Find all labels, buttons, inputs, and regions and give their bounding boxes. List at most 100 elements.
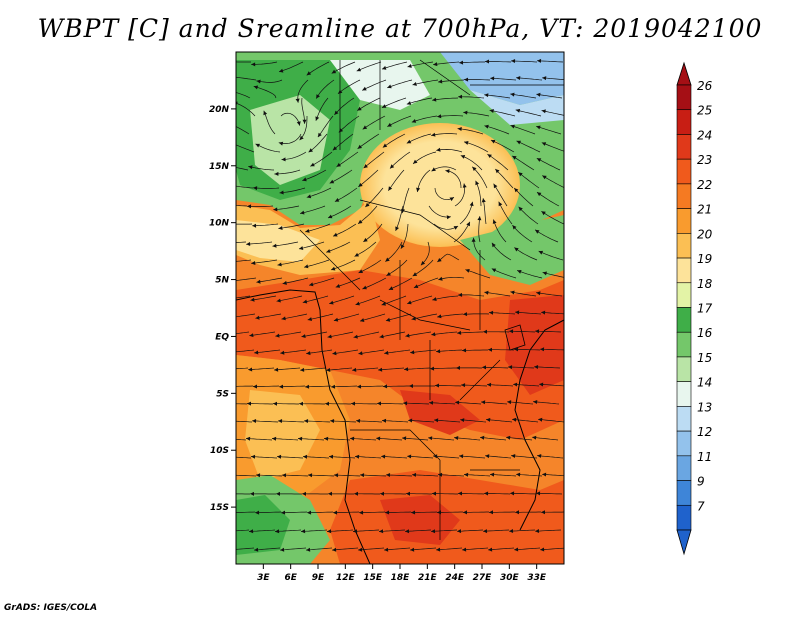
streamline-arrowhead <box>437 510 441 515</box>
streamline-arrowhead <box>509 329 514 334</box>
streamline <box>514 247 538 261</box>
streamline-arrowhead <box>510 124 515 129</box>
streamline <box>358 547 385 551</box>
streamline-arrowhead <box>229 511 233 515</box>
streamline-arrowhead <box>462 183 467 188</box>
streamline <box>328 456 356 459</box>
streamline <box>457 128 484 135</box>
streamline <box>236 167 249 171</box>
colorbar-level-label: 12 <box>697 425 712 439</box>
streamline <box>460 155 483 171</box>
streamline <box>332 223 357 237</box>
streamline <box>453 221 471 243</box>
streamline-arrowhead <box>537 58 542 63</box>
streamline <box>471 166 488 189</box>
streamline-arrowhead <box>333 232 338 237</box>
streamline-arrowhead <box>358 219 363 224</box>
streamline <box>488 547 515 551</box>
lat-tick-label: 5N <box>215 276 229 286</box>
streamline-arrowhead <box>363 164 368 169</box>
streamline <box>514 547 541 551</box>
streamline <box>405 331 432 337</box>
light-blue-region-northeast <box>470 90 564 125</box>
streamline <box>432 97 459 101</box>
streamline-arrowhead <box>490 76 495 81</box>
streamline <box>537 455 564 459</box>
streamline-arrowhead <box>273 207 278 212</box>
streamline-arrowhead <box>416 187 421 192</box>
streamline-arrowhead <box>379 334 384 339</box>
colorbar-level-label: 7 <box>697 499 705 513</box>
streamline-arrowhead <box>511 59 516 63</box>
streamline <box>541 110 564 116</box>
streamline-arrowhead <box>277 262 282 267</box>
streamline-arrowhead <box>465 269 470 273</box>
colorbar-level-label: 25 <box>697 104 712 118</box>
streamline <box>236 241 247 243</box>
streamline-arrowhead <box>487 382 492 387</box>
colorbar-level-label: 17 <box>697 302 713 316</box>
colorbar-level-label: 16 <box>697 326 713 340</box>
streamline-arrowhead <box>514 188 519 193</box>
streamline-arrowhead <box>357 384 362 389</box>
streamline <box>518 172 540 189</box>
streamline-arrowhead <box>462 348 467 353</box>
streamline-arrowhead <box>385 257 390 262</box>
streamline-arrowhead <box>436 547 441 552</box>
streamline <box>532 436 559 441</box>
footer-credit: GrADS: IGES/COLA <box>4 603 98 613</box>
streamline <box>464 141 489 153</box>
streamline-arrowhead <box>350 436 355 441</box>
coastline-east-africa <box>514 319 564 531</box>
streamline-arrowhead <box>315 116 320 121</box>
streamline-arrowhead <box>461 383 466 388</box>
streamline <box>534 529 562 532</box>
streamline <box>273 205 300 211</box>
lat-tick-label: 10N <box>209 219 230 229</box>
streamline <box>298 241 325 250</box>
streamline-arrowhead <box>508 365 513 370</box>
colorbar-swatch <box>676 430 692 457</box>
streamline-arrowhead <box>516 472 521 477</box>
streamline <box>404 529 432 532</box>
streamline <box>376 437 403 441</box>
streamline-arrowhead <box>279 384 284 389</box>
streamline-arrowhead <box>512 417 517 422</box>
streamline-arrowhead <box>489 310 494 315</box>
streamline <box>489 474 517 477</box>
lat-tick-label: 5S <box>216 389 229 399</box>
streamline <box>454 183 466 207</box>
streamline <box>411 474 439 477</box>
streamline-arrowhead <box>376 436 381 441</box>
streamline-arrowhead <box>302 119 307 124</box>
streamline-arrowhead <box>254 350 259 355</box>
streamline-arrowhead <box>432 297 437 301</box>
streamline <box>358 511 386 514</box>
streamline-arrowhead <box>484 491 489 496</box>
streamline-arrowhead <box>464 472 469 477</box>
streamline-arrowhead <box>277 454 282 459</box>
streamline-arrowhead <box>324 436 329 441</box>
streamline <box>277 420 305 423</box>
streamline-arrowhead <box>408 418 413 423</box>
streamline <box>437 474 465 477</box>
colorbar-swatch <box>676 331 692 358</box>
streamline-arrowhead <box>485 59 489 64</box>
streamline <box>330 385 358 388</box>
streamline <box>255 474 283 477</box>
streamline-arrowhead <box>329 300 334 305</box>
colorbar-over-triangle <box>676 61 692 86</box>
streamline <box>357 133 380 150</box>
light-green-region-northwest <box>250 95 330 185</box>
streamline <box>236 295 251 299</box>
streamline <box>274 169 301 175</box>
streamline-arrowhead <box>433 62 438 67</box>
streamline <box>304 385 332 388</box>
streamline-arrowhead <box>305 229 310 233</box>
streamline-arrowhead <box>334 110 339 115</box>
streamline-arrowhead <box>295 98 300 103</box>
streamline <box>277 259 304 266</box>
streamline-arrowhead <box>435 383 439 388</box>
streamline <box>236 259 252 262</box>
streamline <box>381 61 408 70</box>
